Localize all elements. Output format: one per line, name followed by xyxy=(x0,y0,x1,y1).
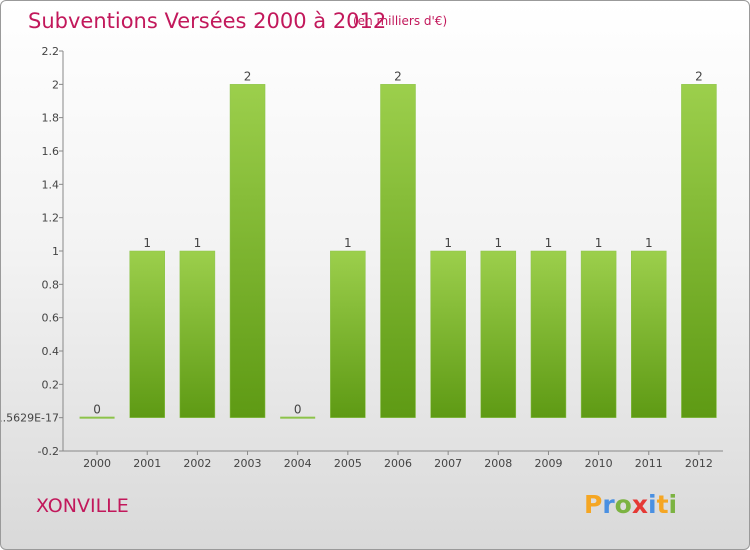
y-tick-label: 1 xyxy=(52,245,59,258)
data-label: 2 xyxy=(394,69,402,83)
logo-letter: P xyxy=(584,490,603,519)
x-tick-label: 2010 xyxy=(585,457,613,470)
data-label: 2 xyxy=(244,69,252,83)
data-label: 1 xyxy=(444,236,452,250)
bar xyxy=(530,250,567,418)
y-tick-label: 2 xyxy=(52,78,59,91)
bar xyxy=(330,250,366,418)
bar xyxy=(280,416,316,419)
y-tick-label: 0.6 xyxy=(42,312,60,325)
y-tick-label: 1.2 xyxy=(42,212,60,225)
x-tick-label: 2004 xyxy=(284,457,312,470)
x-tick-label: 2009 xyxy=(534,457,562,470)
y-tick-label: -0.2 xyxy=(38,445,59,458)
data-label: 1 xyxy=(143,236,151,250)
x-tick-label: 2012 xyxy=(685,457,713,470)
x-tick-label: 2008 xyxy=(484,457,512,470)
bar xyxy=(229,84,266,418)
x-tick-label: 2001 xyxy=(133,457,161,470)
data-label: 1 xyxy=(344,236,352,250)
y-tick-label: -1.5629E-17 xyxy=(1,412,59,425)
y-tick-label: 1.8 xyxy=(42,112,60,125)
commune-name: XONVILLE xyxy=(36,495,129,517)
data-label: 2 xyxy=(695,69,703,83)
x-tick-label: 2006 xyxy=(384,457,412,470)
bar xyxy=(179,250,216,418)
y-tick-label: 1.4 xyxy=(42,178,60,191)
data-label: 1 xyxy=(494,236,502,250)
bar xyxy=(580,250,617,418)
bar xyxy=(480,250,517,418)
unit-label: (en milliers d'€) xyxy=(353,14,448,28)
x-tick-label: 2000 xyxy=(83,457,111,470)
y-tick-label: 0.4 xyxy=(42,345,60,358)
x-tick-label: 2007 xyxy=(434,457,462,470)
data-label: 1 xyxy=(645,236,653,250)
y-tick-label: 2.2 xyxy=(42,45,60,58)
bar xyxy=(380,84,416,418)
y-tick-label: 0.8 xyxy=(42,278,60,291)
x-tick-label: 2003 xyxy=(234,457,262,470)
logo-letter: r xyxy=(602,490,615,519)
bar xyxy=(129,250,165,418)
logo-letter: t xyxy=(656,490,669,519)
bar xyxy=(631,250,667,418)
data-label: 1 xyxy=(595,236,603,250)
y-tick-label: 0.2 xyxy=(42,378,60,391)
bar xyxy=(681,84,717,418)
data-label: 0 xyxy=(294,403,302,417)
y-tick-label: 1.6 xyxy=(42,145,60,158)
chart-title: Subventions Versées 2000 à 2012 xyxy=(28,9,387,33)
proxiti-logo: Proxiti xyxy=(584,490,677,519)
x-tick-label: 2002 xyxy=(183,457,211,470)
x-tick-label: 2011 xyxy=(635,457,663,470)
x-tick-label: 2005 xyxy=(334,457,362,470)
data-label: 1 xyxy=(194,236,202,250)
data-label: 1 xyxy=(545,236,553,250)
data-label: 0 xyxy=(93,403,101,417)
logo-letter: i xyxy=(648,490,657,519)
logo-letter: i xyxy=(668,490,678,519)
bar xyxy=(79,416,115,419)
logo-letter: x xyxy=(631,490,648,519)
bar xyxy=(430,250,466,418)
logo-letter: o xyxy=(614,490,632,519)
